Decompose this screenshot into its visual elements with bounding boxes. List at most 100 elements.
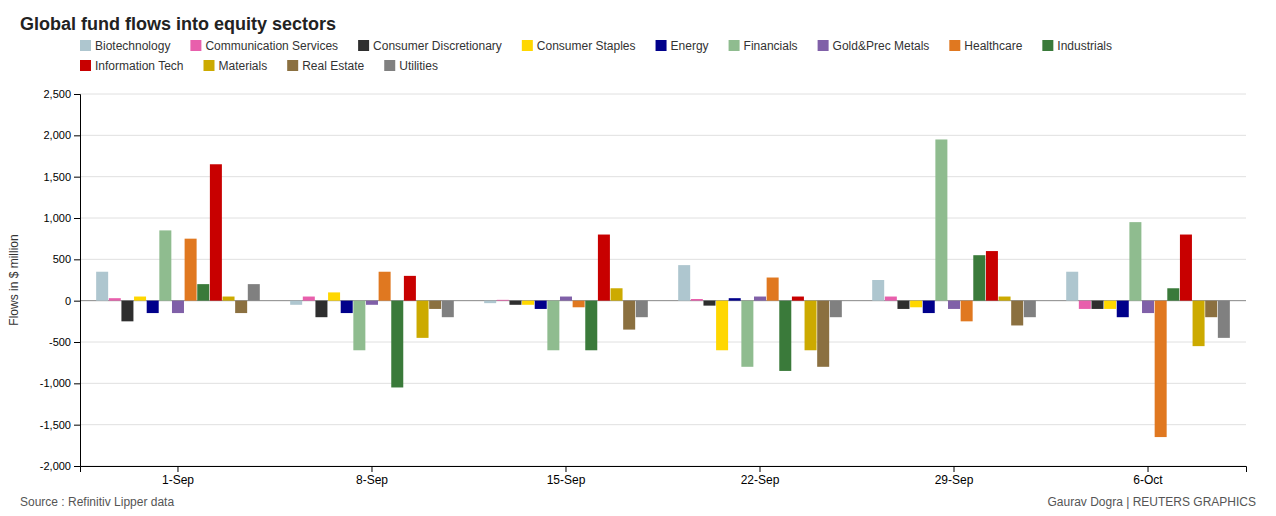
x-tick: 8-Sep <box>356 466 388 487</box>
y-tick: -500 <box>49 336 80 348</box>
grid-line <box>80 218 1246 219</box>
y-tick-label: -2,000 <box>40 460 71 472</box>
y-tick-label: 500 <box>53 253 71 265</box>
legend-label: Consumer Staples <box>537 39 636 53</box>
y-tick-mark <box>74 135 80 136</box>
y-tick-label: -1,000 <box>40 377 71 389</box>
title: Global fund flows into equity sectors <box>20 14 336 34</box>
y-tick: 1,000 <box>43 212 80 224</box>
grid-line <box>80 135 1246 136</box>
legend-item: Industrials <box>1042 39 1112 53</box>
x-tick-label: 15-Sep <box>547 473 586 487</box>
y-tick-label: -1,500 <box>40 419 71 431</box>
bar <box>1218 301 1230 338</box>
grid-line <box>80 424 1246 425</box>
y-tick-label: 1,500 <box>43 171 71 183</box>
grid <box>80 94 1246 466</box>
y-tick-mark <box>74 466 80 467</box>
bar <box>248 284 260 301</box>
y-tick: 2,500 <box>43 88 80 100</box>
bar <box>341 301 353 313</box>
bar <box>1142 301 1154 313</box>
bar <box>197 284 209 301</box>
bar <box>636 301 648 318</box>
bar <box>1193 301 1205 346</box>
bar <box>484 301 496 303</box>
y-tick-label: 2,000 <box>43 129 71 141</box>
bar <box>767 278 779 301</box>
bar <box>817 301 829 367</box>
bar <box>522 301 534 305</box>
legend-item: Real Estate <box>287 59 364 73</box>
legend-item: Gold&Prec Metals <box>818 39 930 53</box>
legend: BiotechnologyCommunication ServicesConsu… <box>80 39 1112 73</box>
legend-swatch <box>384 60 395 71</box>
bar <box>379 272 391 301</box>
bar <box>147 301 159 313</box>
annotation: Source : Refinitiv Lipper data <box>20 495 174 509</box>
x-tick-label: 22-Sep <box>741 473 780 487</box>
bar <box>1079 301 1091 309</box>
bar <box>328 292 340 300</box>
x-tick: 29-Sep <box>935 466 974 487</box>
x-tick-mark <box>760 466 761 472</box>
bar <box>210 164 222 300</box>
y-tick-label: 0 <box>65 295 71 307</box>
legend-label: Information Tech <box>95 59 184 73</box>
bar <box>885 297 897 301</box>
legend-label: Healthcare <box>964 39 1022 53</box>
bar <box>509 301 521 305</box>
bar <box>1155 301 1167 437</box>
bar-series <box>197 255 1179 387</box>
bar <box>1024 301 1036 318</box>
y-axis-line <box>74 95 81 467</box>
y-tick-label: 1,000 <box>43 212 71 224</box>
legend-swatch <box>204 60 215 71</box>
bar <box>159 230 171 300</box>
bar <box>429 301 441 309</box>
legend-swatch <box>287 60 298 71</box>
bar <box>1091 301 1103 309</box>
bar <box>678 265 690 301</box>
bar <box>1117 301 1129 318</box>
x-tick: 1-Sep <box>162 466 194 487</box>
bar <box>290 301 302 305</box>
y-tick-mark <box>74 259 80 260</box>
bar <box>121 301 133 322</box>
legend-item: Energy <box>656 39 709 53</box>
legend-label: Financials <box>744 39 798 53</box>
bar <box>442 301 454 318</box>
x-tick-mark <box>1148 466 1149 472</box>
y-tick: 1,500 <box>43 171 80 183</box>
bar <box>986 251 998 301</box>
bar <box>96 272 108 301</box>
x-tick-mark <box>177 466 178 472</box>
x-tick-label: 8-Sep <box>356 473 388 487</box>
x-tick: 6-Oct <box>1133 466 1163 487</box>
bar <box>961 301 973 322</box>
bar <box>830 301 842 318</box>
grid-line <box>80 94 1246 95</box>
bar <box>779 301 791 371</box>
bar <box>1104 301 1116 309</box>
bar <box>729 298 741 300</box>
bar-series <box>147 298 1129 317</box>
bar-series <box>248 284 1230 338</box>
x-tick: 15-Sep <box>547 466 586 487</box>
bar <box>185 239 197 301</box>
bar <box>897 301 909 309</box>
legend-swatch <box>729 40 740 51</box>
bar <box>935 139 947 300</box>
chart-container: Global fund flows into equity sectors Bio… <box>0 0 1276 516</box>
x-tick: 22-Sep <box>741 466 780 487</box>
bar <box>497 299 509 301</box>
bar <box>172 301 184 313</box>
bar <box>999 297 1011 301</box>
x-tick-mark <box>954 466 955 472</box>
bar <box>134 297 146 301</box>
legend-item: Financials <box>729 39 798 53</box>
bar <box>1066 272 1078 301</box>
legend-label: Materials <box>219 59 268 73</box>
bar-series <box>223 288 1205 350</box>
x-axis-line <box>81 467 1247 473</box>
